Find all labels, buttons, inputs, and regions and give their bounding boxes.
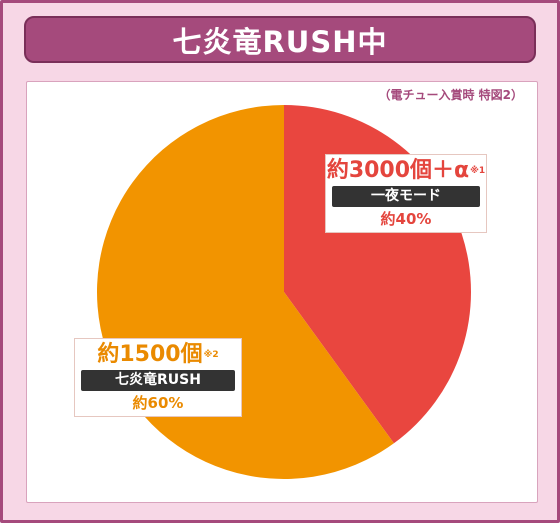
slice-1-amount: 約3000個＋α※1 [327,158,485,184]
slice-1-percent: 約40% [380,210,432,228]
slice-1-footnote: ※1 [470,166,486,176]
slice-label-1: 約3000個＋α※1 一夜モード 約40% [325,154,487,233]
chart-panel: （電チュー入賞時 特図2） 約3000個＋α※1 一夜モード 約40% 約150… [26,81,538,503]
slice-2-footnote: ※2 [203,350,219,360]
slice-2-mode: 七炎竜RUSH [81,370,235,391]
slice-1-amount-text: 約3000個＋α [326,158,470,183]
slice-1-mode: 一夜モード [332,186,480,207]
title-banner: 七炎竜RUSH中 [24,16,536,63]
slice-label-2: 約1500個※2 七炎竜RUSH 約60% [74,338,242,417]
pie-chart [96,105,471,479]
slice-2-amount-text: 約1500個 [97,342,203,367]
chart-subtitle: （電チュー入賞時 特図2） [378,88,523,102]
slice-2-percent: 約60% [132,394,184,412]
slice-2-amount: 約1500個※2 [97,342,218,368]
chart-title: 七炎竜RUSH中 [172,24,388,59]
